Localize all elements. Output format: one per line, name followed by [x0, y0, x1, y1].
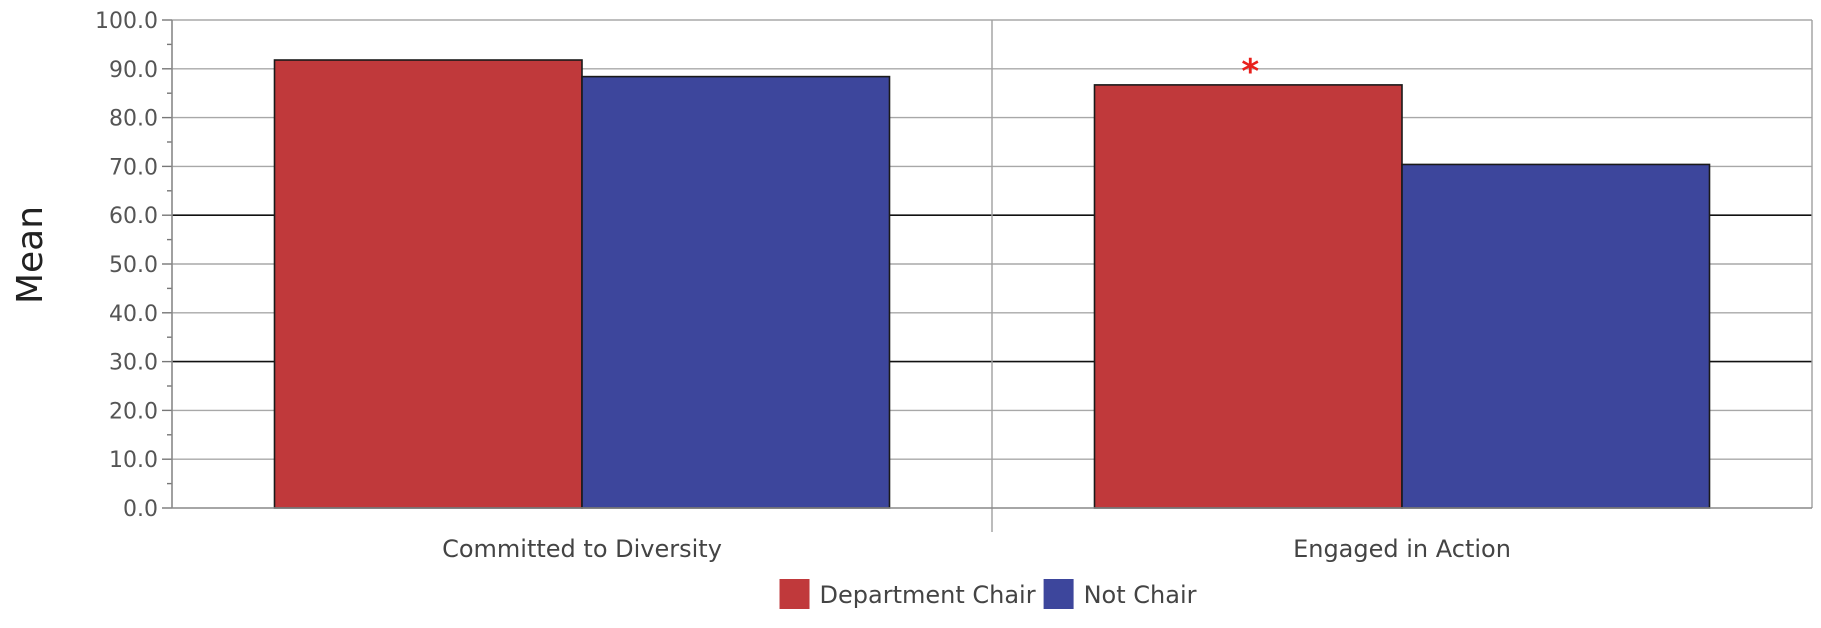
bar: [273, 59, 583, 509]
legend-label: Department Chair: [820, 581, 1036, 609]
legend-label: Not Chair: [1084, 581, 1197, 609]
significance-marker: *: [1241, 52, 1259, 92]
x-category-label: Committed to Diversity: [442, 535, 722, 563]
y-tick-label: 30.0: [109, 351, 158, 376]
y-tick-label: 0.0: [123, 497, 158, 522]
y-tick-label: 90.0: [109, 58, 158, 83]
y-tick-label: 60.0: [109, 204, 158, 229]
axis-layer: [162, 19, 1812, 509]
bar: [1401, 163, 1711, 509]
y-tick-label: 40.0: [109, 302, 158, 327]
legend-swatch: [779, 579, 810, 609]
y-tick-label: 50.0: [109, 253, 158, 278]
y-tick-label: 20.0: [109, 399, 158, 424]
bar: [1093, 84, 1403, 509]
y-tick-label: 80.0: [109, 107, 158, 132]
bar: [581, 75, 891, 509]
y-axis-label: Mean: [10, 206, 51, 304]
x-category-label: Engaged in Action: [1293, 535, 1511, 563]
y-tick-label: 70.0: [109, 155, 158, 180]
annotations: *: [1241, 52, 1259, 92]
legend: Department Chair Not Chair: [779, 579, 1197, 609]
y-tick-label: 10.0: [109, 448, 158, 473]
legend-swatch: [1043, 579, 1074, 609]
x-category-labels: Committed to Diversity Engaged in Action: [442, 535, 1511, 563]
y-tick-label: 100.0: [95, 9, 158, 34]
bars-layer: [273, 59, 1711, 509]
y-tick-labels: 0.0 10.0 20.0 30.0 40.0 50.0 60.0 70.0 80.0 90.0 1…: [95, 9, 158, 522]
